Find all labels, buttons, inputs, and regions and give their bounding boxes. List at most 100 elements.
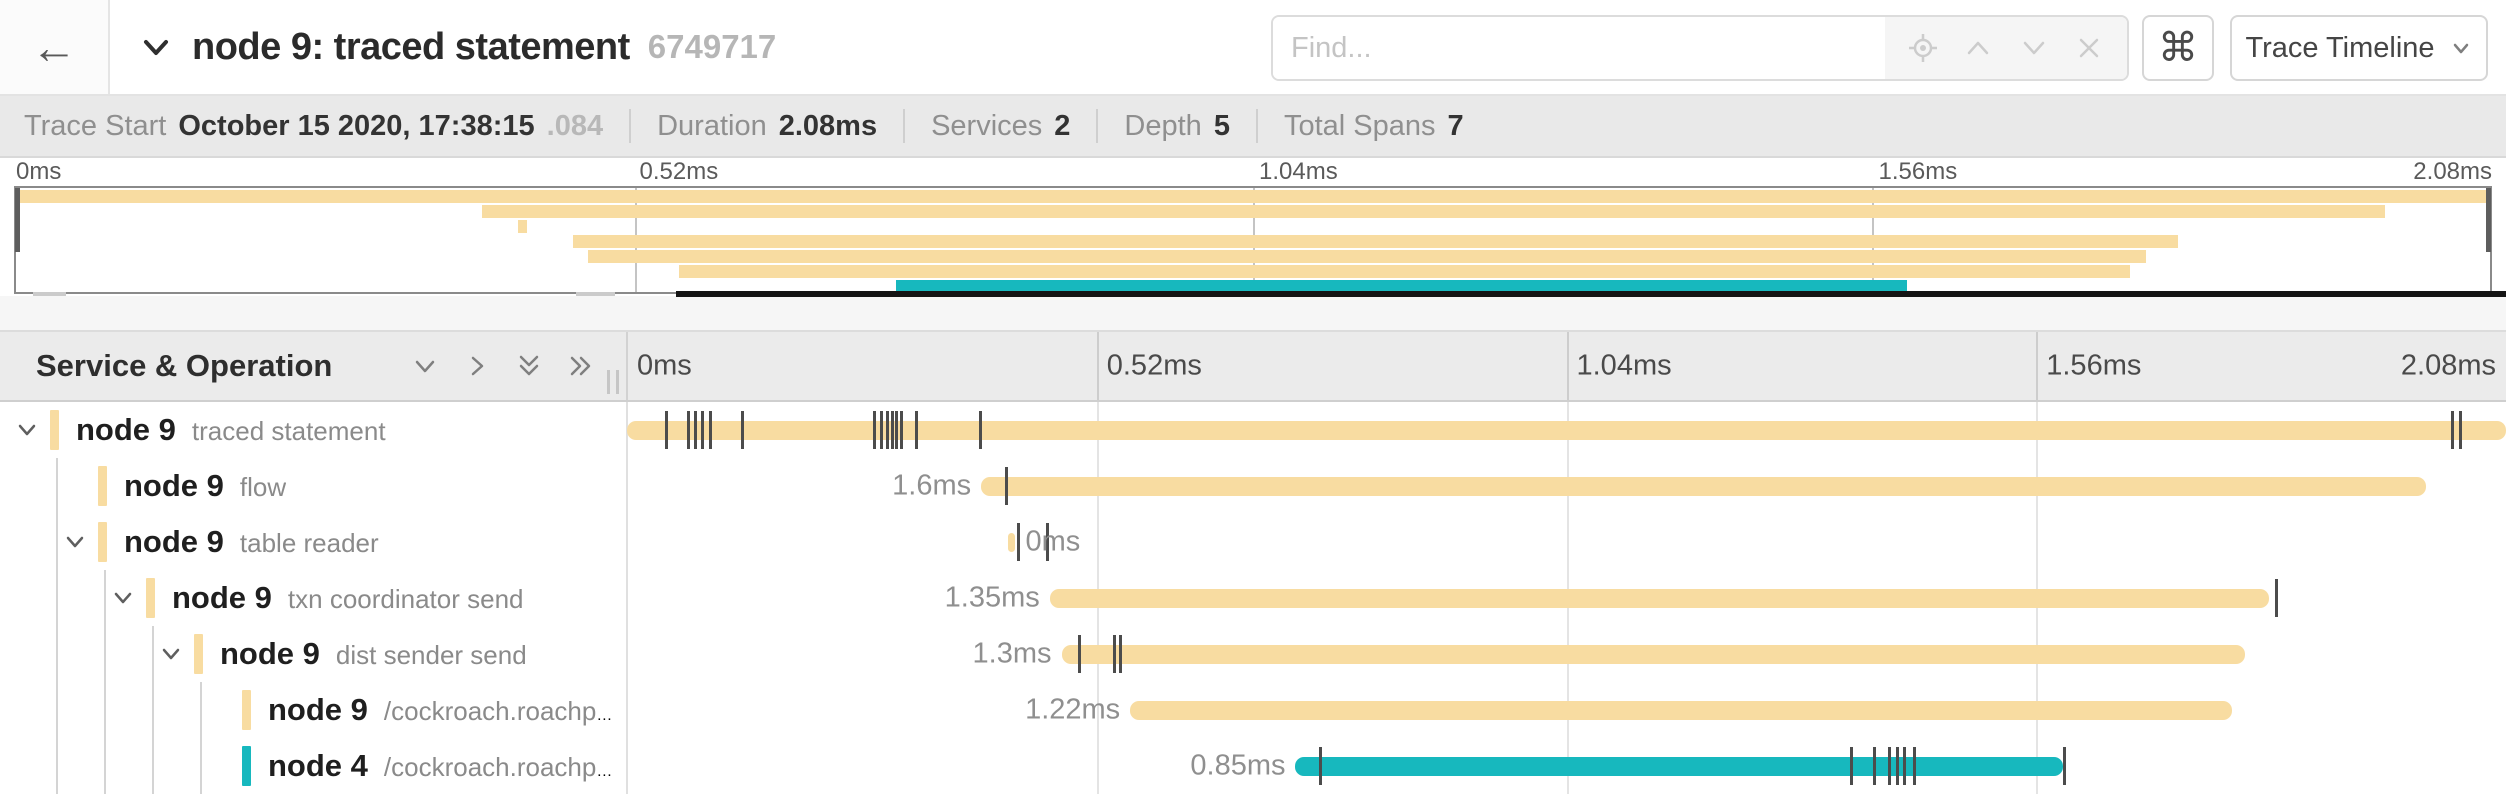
span-log-tick[interactable] [1318,747,1322,785]
span-log-tick[interactable] [895,411,899,449]
span-row[interactable]: node 9/cockroach.roachpb.I… 1.22ms [0,682,2506,738]
find-prev-button[interactable] [1961,31,1995,65]
column-resizer[interactable] [626,332,628,400]
span-bar[interactable] [1008,533,1016,552]
expand-collapse-chevron[interactable] [110,585,136,611]
span-duration-label: 0.85ms [1190,749,1286,782]
span-log-tick[interactable] [915,411,919,449]
span-name-cell[interactable]: node 9 traced statement [0,402,627,458]
span-row[interactable]: node 9 dist sender send 1.3ms [0,626,2506,682]
span-name-cell[interactable]: node 9 dist sender send [0,626,627,682]
summary-services: Services 2 [931,109,1071,142]
trace-minimap: 0ms 0.52ms 1.04ms 1.56ms 2.08ms [0,158,2506,297]
minimap-left-scrubber[interactable] [15,188,20,252]
span-log-tick[interactable] [2450,411,2454,449]
span-log-tick[interactable] [1872,747,1876,785]
span-row[interactable]: node 4/cockroach.roachpb.I… 0.85ms [0,738,2506,794]
span-log-tick[interactable] [1017,523,1021,561]
span-name-cell[interactable]: node 9 txn coordinator send [0,570,627,626]
minimap-canvas[interactable] [14,186,2492,294]
span-bar-cell[interactable] [627,402,2506,458]
tick-label: 2.08ms [2400,349,2496,382]
column-resizer-grip[interactable] [607,370,610,394]
span-log-tick[interactable] [740,411,744,449]
span-bar[interactable] [1049,589,2270,608]
service-name: node 9 [124,468,224,503]
minimap-right-scrubber[interactable] [2486,188,2491,252]
span-log-tick[interactable] [693,411,697,449]
span-log-tick[interactable] [1004,467,1008,505]
span-log-tick[interactable] [1913,747,1917,785]
operation-name: txn coordinator send [287,584,524,614]
span-row[interactable]: node 9 flow 1.6ms [0,458,2506,514]
trace-summary-bar: Trace Start October 15 2020, 17:38:15 .0… [0,96,2506,158]
expand-collapse-chevron[interactable] [158,641,184,667]
collapse-one-button[interactable] [410,351,440,381]
span-log-tick[interactable] [1903,747,1907,785]
minimap-bottom-scrollbar[interactable] [676,291,2506,297]
summary-trace-start: Trace Start October 15 2020, 17:38:15 .0… [24,109,604,142]
span-log-tick[interactable] [709,411,713,449]
span-name-cell[interactable]: node 4/cockroach.roachpb.I… [0,738,627,794]
span-bar[interactable] [1130,701,2233,720]
span-row[interactable]: node 9 table reader 0ms [0,514,2506,570]
span-log-tick[interactable] [2063,747,2067,785]
span-bar-cell[interactable]: 1.6ms [627,458,2506,514]
span-bar[interactable] [1061,645,2245,664]
find-next-button[interactable] [2017,31,2051,65]
span-name-cell[interactable]: node 9/cockroach.roachpb.I… [0,682,627,738]
span-name: node 9/cockroach.roachpb.I… [268,692,619,728]
expand-collapse-chevron[interactable] [14,417,40,443]
span-log-tick[interactable] [1113,635,1116,673]
span-log-tick[interactable] [890,411,894,449]
span-log-tick[interactable] [979,411,983,449]
span-log-tick[interactable] [1850,747,1854,785]
collapse-all-button[interactable] [514,351,544,381]
span-bar-cell[interactable]: 1.35ms [627,570,2506,626]
minimap-scroll-handle[interactable] [576,292,615,296]
span-log-tick[interactable] [886,411,890,449]
span-log-tick[interactable] [879,411,883,449]
span-row[interactable]: node 9 traced statement [0,402,2506,458]
divider [629,109,632,143]
span-bar[interactable] [627,421,2506,440]
span-bar-cell[interactable]: 0.85ms [627,738,2506,794]
expand-all-button[interactable] [566,351,596,381]
minimap-scroll-handle[interactable] [33,292,66,296]
span-row[interactable]: node 9 txn coordinator send 1.35ms [0,570,2506,626]
span-log-tick[interactable] [701,411,705,449]
span-log-tick[interactable] [664,411,668,449]
span-bar[interactable] [981,477,2427,496]
find-input[interactable] [1273,17,1885,79]
locate-icon[interactable] [1906,31,1940,65]
span-log-tick[interactable] [872,411,876,449]
span-name-cell[interactable]: node 9 table reader [0,514,627,570]
find-clear-button[interactable] [2072,31,2106,65]
operation-name: table reader [239,528,379,558]
span-log-tick[interactable] [1119,635,1123,673]
back-button[interactable]: ← [0,0,110,94]
expand-collapse-chevron[interactable] [62,529,88,555]
span-log-tick[interactable] [1896,747,1900,785]
view-dropdown[interactable]: Trace Timeline [2230,15,2488,81]
span-log-tick[interactable] [2274,579,2278,617]
span-bar[interactable] [1295,757,2064,776]
tree-guide-line [104,738,106,794]
chevron-down-icon [18,424,36,436]
span-log-tick[interactable] [899,411,903,449]
keyboard-shortcuts-button[interactable]: ⌘ [2142,15,2214,81]
collapse-title-chevron[interactable] [136,27,176,67]
span-log-tick[interactable] [686,411,690,449]
span-bar-cell[interactable]: 0ms [627,514,2506,570]
span-log-tick[interactable] [1046,523,1050,561]
span-log-tick[interactable] [2459,411,2463,449]
span-name-cell[interactable]: node 9 flow [0,458,627,514]
span-bar-cell[interactable]: 1.22ms [627,682,2506,738]
expand-one-button[interactable] [462,351,492,381]
span-bar-cell[interactable]: 1.3ms [627,626,2506,682]
column-resizer-grip[interactable] [616,370,619,394]
chevron-down-icon [162,648,180,660]
chevron-down-icon [2023,41,2044,55]
span-log-tick[interactable] [1077,635,1081,673]
span-log-tick[interactable] [1888,747,1892,785]
